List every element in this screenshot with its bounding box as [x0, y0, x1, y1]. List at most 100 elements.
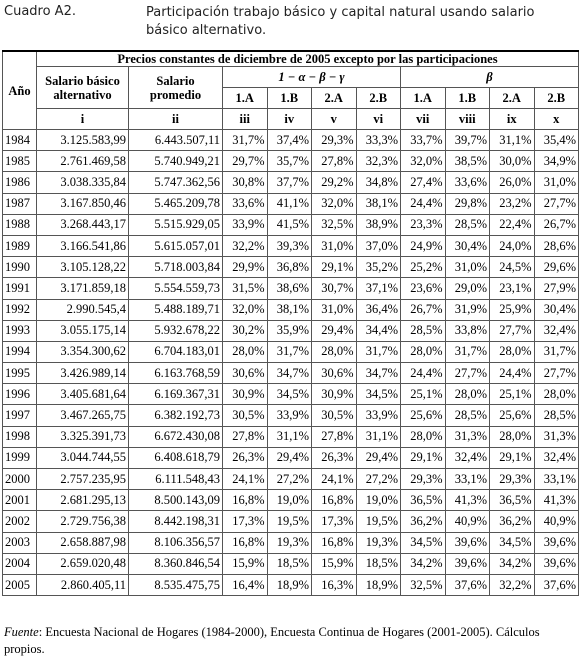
value-cell: 29,1%: [311, 256, 357, 279]
value-cell: 33,3%: [355, 128, 401, 152]
value-cell: 25,6%: [400, 404, 446, 427]
sub-header: 2.B: [355, 87, 401, 109]
year-cell: 2000: [2, 467, 37, 491]
value-cell: 34,4%: [355, 319, 401, 342]
value-cell: 34,7%: [266, 362, 312, 385]
value-cell: 27,7%: [489, 319, 535, 342]
value-cell: 28,5%: [533, 404, 580, 427]
year-cell: 2003: [2, 531, 37, 554]
data-row: 1990 3.105.128,22 5.718.003,84 29,9% 36,8% 29…: [2, 256, 580, 279]
value-cell: 29,1%: [489, 446, 535, 470]
value-cell: 29,4%: [355, 446, 401, 470]
value-cell: 28,5%: [400, 319, 446, 342]
value-cell: 34,5%: [355, 383, 401, 406]
year-cell: 2005: [2, 573, 37, 597]
data-row: 1996 3.405.681,64 6.169.367,31 30,9% 34,5% 30…: [2, 383, 580, 406]
value-cell: 37,1%: [355, 277, 401, 300]
data-row: 1992 2.990.545,4 5.488.189,71 32,0% 38,1% 31,…: [2, 298, 580, 321]
year-cell: 1992: [2, 298, 37, 321]
value-cell: 27,7%: [533, 192, 580, 215]
data-row: 1991 3.171.859,18 5.554.559,73 31,5% 38,6% 30…: [2, 277, 580, 300]
header-row: 1.A 1.B 2.A 2.B 1.A 1.B 2.A 2.B: [3, 87, 580, 109]
value-cell: 25,2%: [400, 256, 446, 279]
caption-label: Cuadro A2.: [4, 4, 76, 19]
value-cell: 32,5%: [311, 213, 357, 236]
numeral-header: i: [36, 108, 129, 130]
value-cell: 30,0%: [489, 150, 535, 173]
value-cell: 29,6%: [533, 256, 580, 279]
data-row: 2000 2.757.235,95 6.111.548,43 24,1% 27,2% 24…: [2, 467, 580, 491]
super-header: Precios constantes de diciembre de 2005 …: [35, 50, 580, 67]
value-cell: 31,0%: [311, 234, 357, 258]
value-cell: 2.659.020,48: [36, 552, 129, 575]
caption: Cuadro A2. Participación trabajo básico …: [4, 4, 576, 46]
value-cell: 18,9%: [266, 573, 312, 597]
value-cell: 36,5%: [489, 489, 535, 512]
value-cell: 31,0%: [533, 171, 580, 194]
value-cell: 16,8%: [311, 489, 357, 512]
value-cell: 26,3%: [311, 446, 357, 470]
value-cell: 30,4%: [444, 234, 490, 258]
value-cell: 28,0%: [489, 340, 535, 364]
value-cell: 19,0%: [355, 489, 401, 512]
year-cell: 2004: [2, 552, 37, 575]
sub-header: 1.B: [266, 87, 312, 109]
value-cell: 31,0%: [311, 298, 357, 321]
value-cell: 8.442.198,31: [128, 510, 223, 533]
value-cell: 3.467.265,75: [36, 404, 129, 427]
value-cell: 6.672.430,08: [128, 425, 223, 448]
value-cell: 19,3%: [266, 531, 312, 554]
value-cell: 3.268.443,17: [36, 213, 129, 236]
value-cell: 5.554.559,73: [128, 277, 223, 300]
value-cell: 26,0%: [489, 171, 535, 194]
data-row: 2003 2.658.887,98 8.106.356,57 16,8% 19,3% 16…: [2, 531, 580, 554]
value-cell: 8.535.475,75: [128, 573, 223, 597]
sub-header: 1.A: [222, 87, 268, 109]
value-cell: 28,6%: [533, 234, 580, 258]
value-cell: 37,0%: [355, 234, 401, 258]
value-cell: 6.111.548,43: [128, 467, 223, 491]
value-cell: 8.106.356,57: [128, 531, 223, 554]
value-cell: 19,5%: [266, 510, 312, 533]
numeral-header: x: [533, 108, 580, 130]
value-cell: 27,8%: [222, 425, 268, 448]
value-cell: 39,6%: [533, 531, 580, 554]
value-cell: 8.500.143,09: [128, 489, 223, 512]
data-table: Año Precios constantes de diciembre de 20…: [2, 50, 580, 597]
year-cell: 1991: [2, 277, 37, 300]
value-cell: 19,5%: [355, 510, 401, 533]
value-cell: 36,5%: [400, 489, 446, 512]
value-cell: 34,9%: [533, 150, 580, 173]
value-cell: 24,4%: [400, 192, 446, 215]
value-cell: 29,8%: [444, 192, 490, 215]
value-cell: 35,7%: [266, 150, 312, 173]
value-cell: 3.405.681,64: [36, 383, 129, 406]
value-cell: 16,3%: [311, 573, 357, 597]
value-cell: 41,3%: [533, 489, 580, 512]
value-cell: 23,3%: [400, 213, 446, 236]
numeral-header: v: [311, 108, 357, 130]
value-cell: 26,7%: [533, 213, 580, 236]
value-cell: 5.488.189,71: [128, 298, 223, 321]
year-cell: 1997: [2, 404, 37, 427]
value-cell: 35,4%: [533, 128, 580, 152]
value-cell: 25,9%: [489, 298, 535, 321]
numeral-header: vii: [400, 108, 446, 130]
value-cell: 39,6%: [444, 531, 490, 554]
value-cell: 27,4%: [400, 171, 446, 194]
value-cell: 35,9%: [266, 319, 312, 342]
value-cell: 31,3%: [533, 425, 580, 448]
value-cell: 24,9%: [400, 234, 446, 258]
value-cell: 34,2%: [400, 552, 446, 575]
value-cell: 33,9%: [355, 404, 401, 427]
header-row: Año Precios constantes de diciembre de 20…: [2, 50, 580, 130]
value-cell: 41,1%: [266, 192, 312, 215]
value-cell: 33,6%: [444, 171, 490, 194]
value-cell: 37,6%: [533, 573, 580, 597]
value-cell: 6.382.192,73: [128, 404, 223, 427]
value-cell: 28,5%: [444, 404, 490, 427]
header-row: i ii iii iv v vi vii viii ix x: [3, 108, 580, 130]
value-cell: 36,4%: [355, 298, 401, 321]
group-header: β: [399, 66, 580, 88]
value-cell: 18,9%: [355, 573, 401, 597]
